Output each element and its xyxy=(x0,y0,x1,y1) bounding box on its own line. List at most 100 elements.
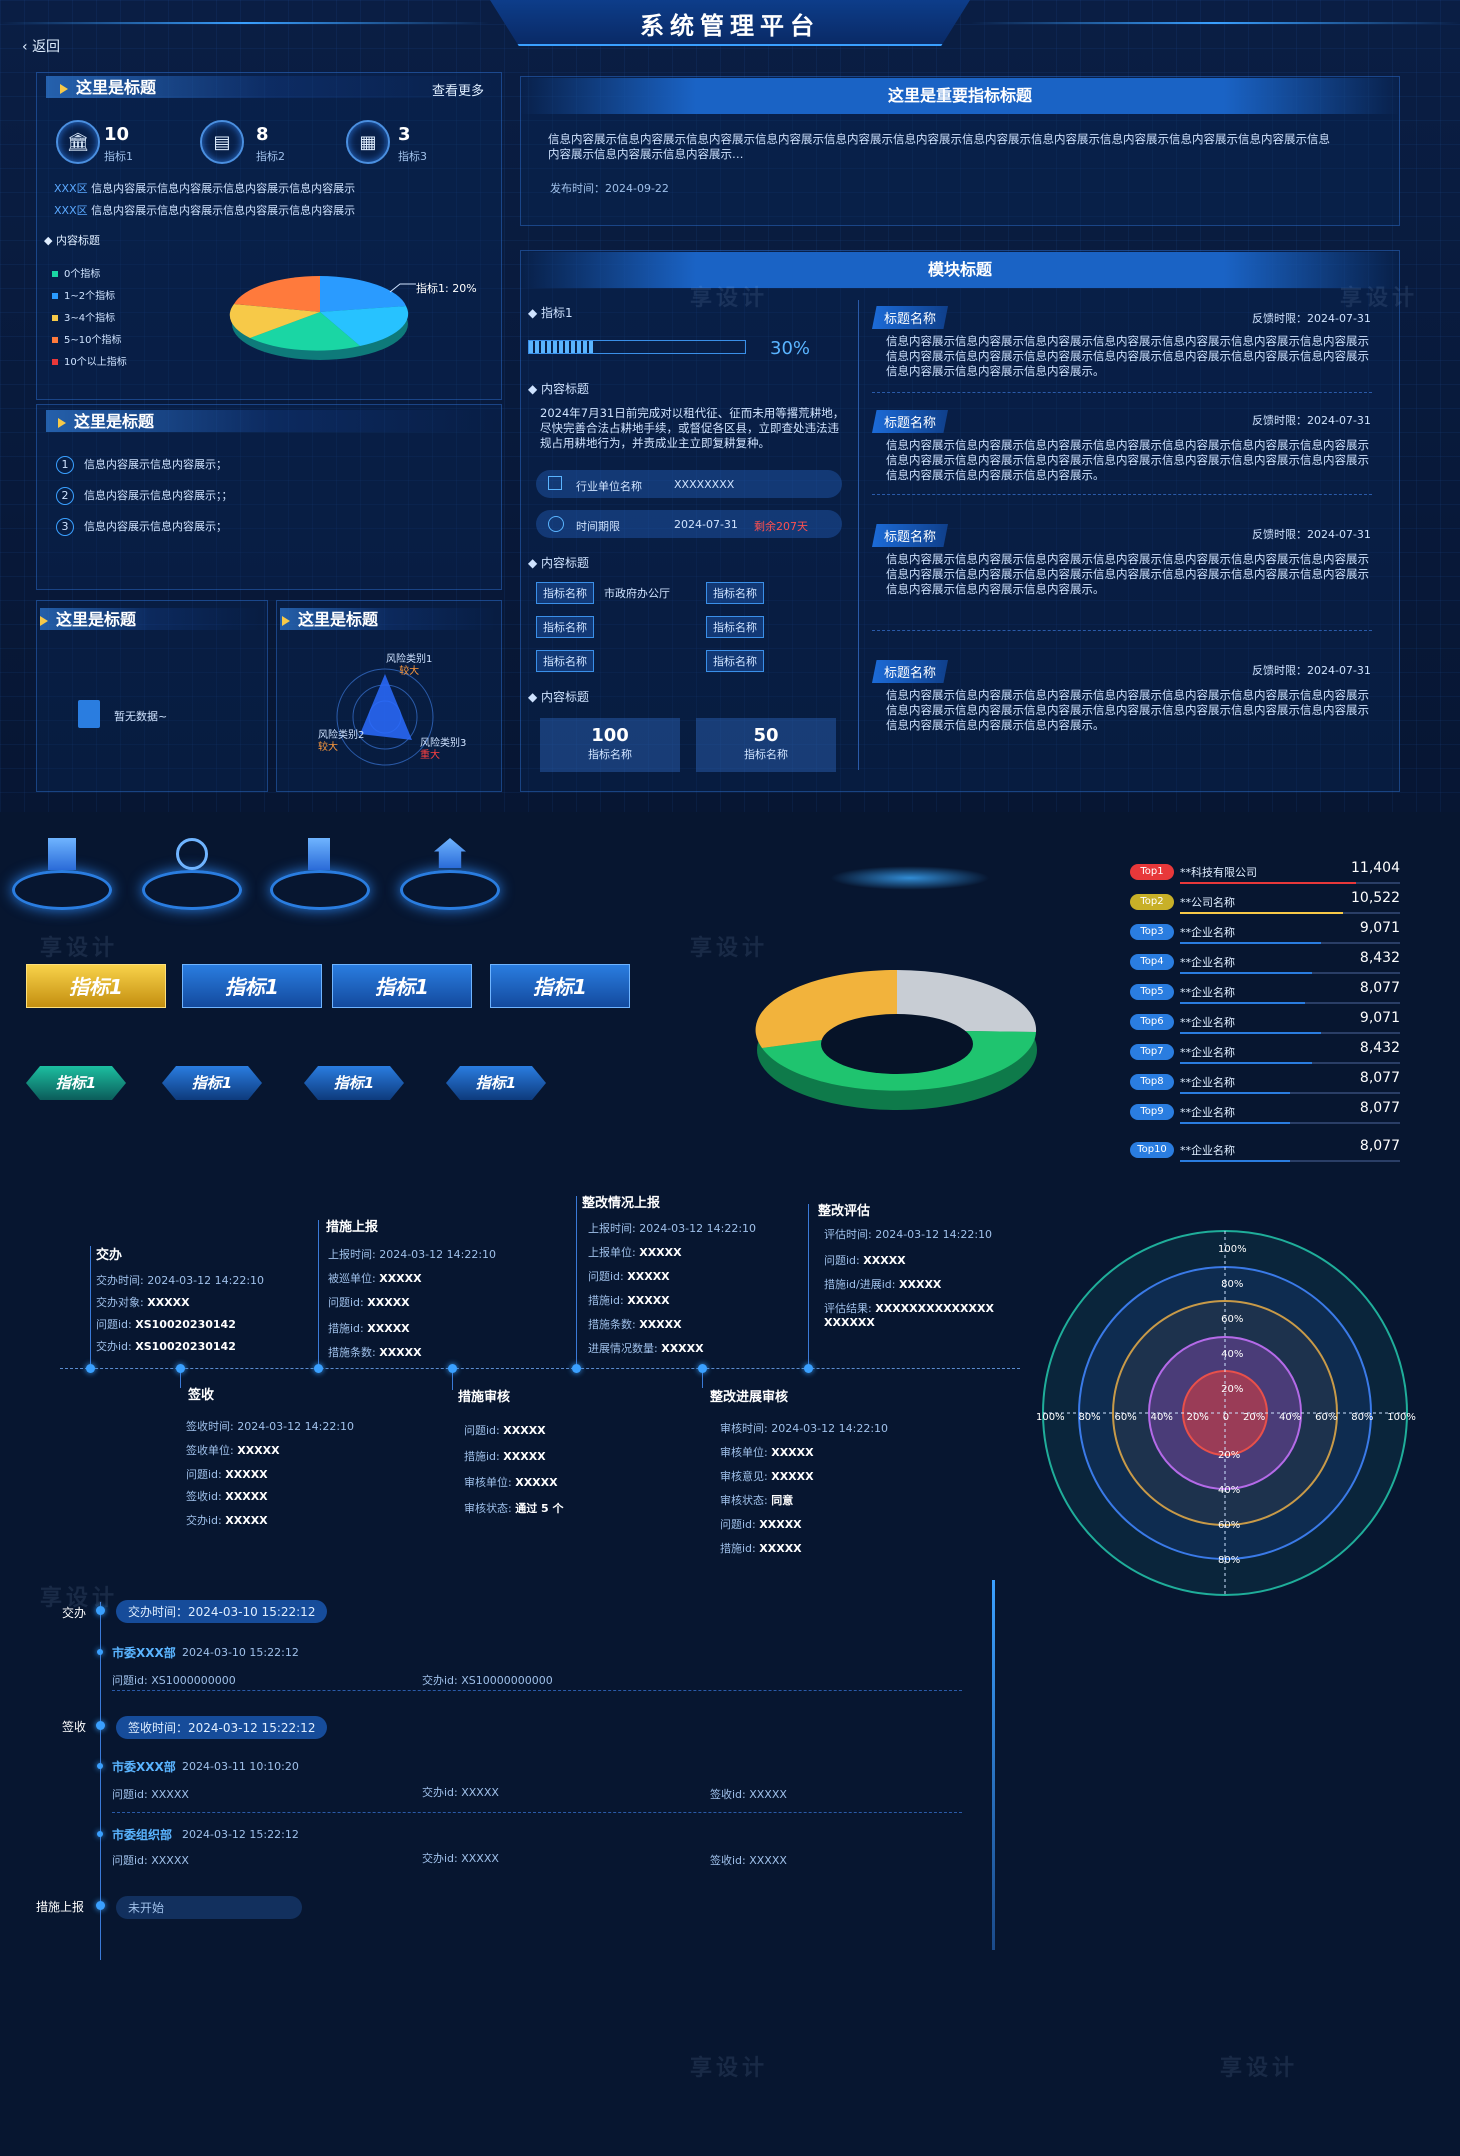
timeline-dot xyxy=(698,1364,707,1373)
timeline-field: 问题id: XXXXX xyxy=(328,1296,410,1309)
indicator-tile-button[interactable]: 指标1 xyxy=(26,964,166,1008)
timeline-dot xyxy=(96,1901,105,1910)
watermark: 享设计 xyxy=(690,936,769,961)
tag-chip: 指标名称 xyxy=(536,650,594,672)
indicator-tile-button[interactable]: 指标1 xyxy=(182,964,322,1008)
timeline-dot-small xyxy=(97,1831,103,1837)
timeline-field: 措施id: XXXXX xyxy=(588,1294,670,1307)
feedback-text: 信息内容展示信息内容展示信息内容展示信息内容展示信息内容展示信息内容展示信息内容… xyxy=(886,552,1369,596)
timeline-node-title: 整改情况上报 xyxy=(582,1196,661,1211)
timeline-field: 审核状态: 同意 xyxy=(720,1494,794,1507)
timeline-field: 审核单位: XXXXX xyxy=(464,1476,558,1489)
scrollbar[interactable] xyxy=(992,1580,995,1950)
rank-name: **企业名称 xyxy=(1180,956,1235,969)
module-title: 模块标题 xyxy=(520,252,1400,288)
rank-name: **企业名称 xyxy=(1180,926,1235,939)
empty-document-icon xyxy=(78,700,100,728)
timeline-dot xyxy=(804,1364,813,1373)
timeline-field: 上报单位: XXXXX xyxy=(588,1246,682,1259)
timeline-axis xyxy=(60,1368,1020,1369)
timeline-field: 问题id: XXXXX xyxy=(824,1254,906,1267)
polar-ring-chart xyxy=(1042,1230,1408,1596)
stat-card: 100 指标名称 xyxy=(540,718,680,772)
panel-list xyxy=(36,404,502,590)
notice-date: 发布时间：2024-09-22 xyxy=(550,182,669,195)
watermark: 享设计 xyxy=(690,286,769,311)
timeline-node-title: 措施审核 xyxy=(458,1390,511,1405)
rank-track xyxy=(1180,1160,1400,1162)
stat-value: 8 xyxy=(256,124,269,145)
rank-value: 8,077 xyxy=(1359,1138,1400,1154)
rank-badge: Top4 xyxy=(1130,954,1174,970)
timeline-dot xyxy=(96,1721,105,1730)
back-button[interactable]: ‹ 返回 xyxy=(22,36,60,56)
tick-label: 20% xyxy=(1218,1450,1241,1461)
entry-field: 签收id: XXXXX xyxy=(710,1788,787,1801)
timeline-field: 问题id: XXXXX xyxy=(186,1468,268,1481)
timeline-dot xyxy=(448,1364,457,1373)
indicator-tile-button[interactable]: 指标1 xyxy=(490,964,630,1008)
building-icon xyxy=(12,834,112,914)
timeline-field: 措施id/进展id: XXXXX xyxy=(824,1278,942,1291)
indicator-label: ◆ 指标1 xyxy=(528,306,573,320)
entry-field: 交办id: XXXXX xyxy=(422,1852,499,1865)
rank-name: **企业名称 xyxy=(1180,1076,1235,1089)
vertical-timeline-axis xyxy=(100,1602,101,1960)
timeline-field: 签收时间: 2024-03-12 14:22:10 xyxy=(186,1420,355,1433)
rank-track xyxy=(1180,1002,1400,1004)
pie-slice xyxy=(250,312,360,351)
timeline-stem xyxy=(702,1368,703,1388)
timeline-stem xyxy=(318,1220,319,1368)
tick-label: 80% xyxy=(1078,1412,1101,1423)
indicator-hex-button[interactable]: 指标1 xyxy=(162,1066,262,1100)
rank-fill xyxy=(1180,1160,1290,1162)
indicator-hex-button[interactable]: 指标1 xyxy=(26,1066,126,1100)
rank-fill xyxy=(1180,972,1312,974)
timeline-dot xyxy=(176,1364,185,1373)
timeline-node-title: 签收 xyxy=(188,1388,215,1403)
feedback-time: 反馈时限：2024-07-31 xyxy=(1252,414,1371,427)
watermark: 享设计 xyxy=(40,1586,119,1611)
content-label: ◆ 内容标题 xyxy=(528,382,590,396)
module-divider xyxy=(858,300,859,770)
header-line-left xyxy=(0,22,490,24)
pie-slice xyxy=(320,306,409,346)
view-more-link[interactable]: 查看更多 xyxy=(432,84,485,99)
content-text: 2024年7月31日前完成对以租代征、征而未用等撂荒耕地，尽快完善合法占耕地手续… xyxy=(540,406,845,450)
database-icon xyxy=(142,834,242,914)
tick-label: 20% xyxy=(1221,1384,1244,1395)
rank-fill xyxy=(1180,882,1356,884)
donut-chart-3d xyxy=(755,969,1037,1110)
tick-label: 40% xyxy=(1221,1349,1244,1360)
rank-badge: Top5 xyxy=(1130,984,1174,1000)
pie-callout: 指标1: 20% xyxy=(416,282,477,295)
triangle-icon xyxy=(40,615,48,626)
legend-item: 1~2个指标 xyxy=(52,286,127,308)
rank-name: **企业名称 xyxy=(1180,1046,1235,1059)
deadline-row xyxy=(536,510,842,538)
legend-item: 5~10个指标 xyxy=(52,330,127,352)
pie-callout-line xyxy=(389,283,416,293)
panel-radar-title: 这里是标题 xyxy=(282,606,378,630)
org-name: 市委组织部 xyxy=(112,1828,173,1842)
tick-label: 0 xyxy=(1222,1412,1230,1423)
timeline-stem xyxy=(808,1204,809,1368)
timeline-field: 措施条数: XXXXX xyxy=(328,1346,422,1359)
radar-label: 风险类别2 较大 xyxy=(318,730,365,753)
rank-value: 8,432 xyxy=(1359,950,1400,966)
bottom-background xyxy=(0,812,1460,2156)
rank-fill xyxy=(1180,1062,1312,1064)
timeline-field: 上报时间: 2024-03-12 14:22:10 xyxy=(328,1248,497,1261)
timeline-node-title: 交办 xyxy=(96,1248,123,1263)
progress-text: 30% xyxy=(770,338,811,359)
indicator-hex-button[interactable]: 指标1 xyxy=(304,1066,404,1100)
ranking-row: Top1 **科技有限公司 11,404 xyxy=(1130,860,1400,890)
timeline-dot xyxy=(96,1606,105,1615)
timeline-field: 签收单位: XXXXX xyxy=(186,1444,280,1457)
stage-time-pill: 签收时间：2024-03-12 15:22:12 xyxy=(116,1716,328,1739)
radar-ring xyxy=(336,668,434,766)
indicator-tile-button[interactable]: 指标1 xyxy=(332,964,472,1008)
indicator-hex-button[interactable]: 指标1 xyxy=(446,1066,546,1100)
timeline-dot xyxy=(314,1364,323,1373)
feedback-time: 反馈时限：2024-07-31 xyxy=(1252,528,1371,541)
